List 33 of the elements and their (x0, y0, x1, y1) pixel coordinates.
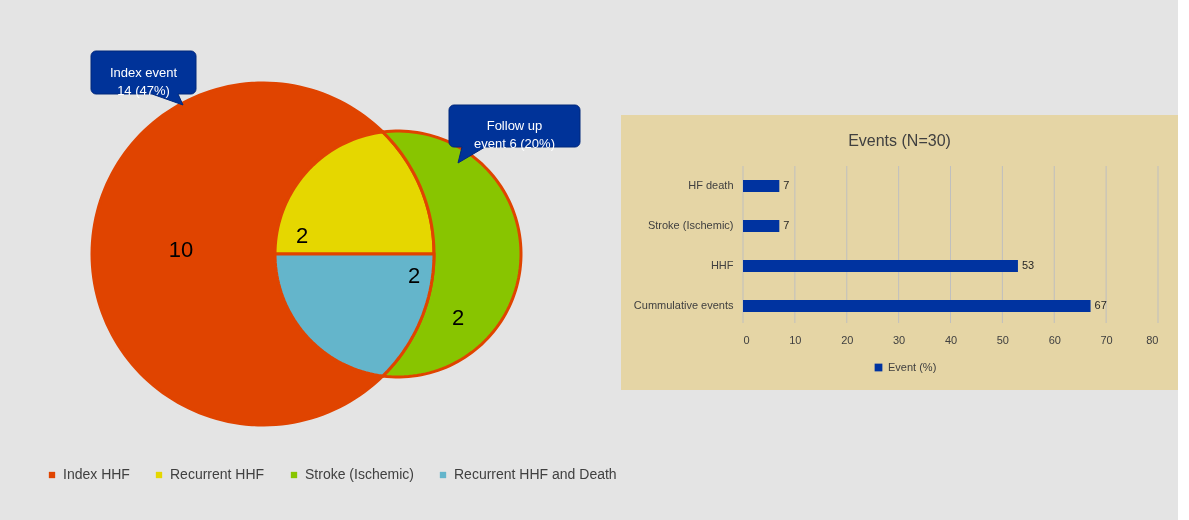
y-tick-label: Stroke (Ischemic) (647, 219, 734, 231)
data-label: 2 (451, 305, 465, 330)
x-tick-label: 70 (1100, 333, 1113, 346)
x-tick-label: 20 (841, 333, 854, 346)
x-tick-label: 10 (789, 333, 802, 346)
text: Index event 14 (47%) (109, 64, 178, 98)
y-tick-label: HF death (688, 179, 734, 191)
text: Follow up event 6 (20%) (474, 118, 555, 151)
x-tick-label: 50 (996, 333, 1009, 346)
data-label: 2 (407, 263, 421, 288)
y-tick-label: HHF (710, 259, 734, 271)
chart-title: Events (N=30) (848, 132, 951, 149)
bar (743, 260, 1018, 272)
data-label: 2 (295, 223, 309, 248)
data-label: 7 (783, 179, 790, 191)
category-label: Recurrent HHF (170, 466, 265, 482)
category-label: Index HHF (63, 466, 130, 482)
data-label: 7 (783, 219, 790, 231)
y-tick-label: Cummulative events (633, 299, 734, 311)
bar (743, 300, 1091, 312)
category-label: Stroke (Ischemic) (305, 466, 414, 482)
x-tick-label: 0 (743, 333, 750, 346)
x-tick-label: 30 (893, 333, 906, 346)
legend-label: Event (%) (888, 360, 937, 373)
data-label: 67 (1094, 299, 1107, 311)
x-tick-label: 40 (944, 333, 958, 346)
bar (743, 220, 780, 232)
x-tick-label: 60 (1048, 333, 1061, 346)
category-label: Recurrent HHF and Death (454, 466, 617, 482)
bar (743, 180, 780, 192)
data-label: 10 (168, 237, 194, 262)
data-label: 53 (1021, 259, 1035, 271)
x-tick-label: 80 (1146, 333, 1159, 346)
